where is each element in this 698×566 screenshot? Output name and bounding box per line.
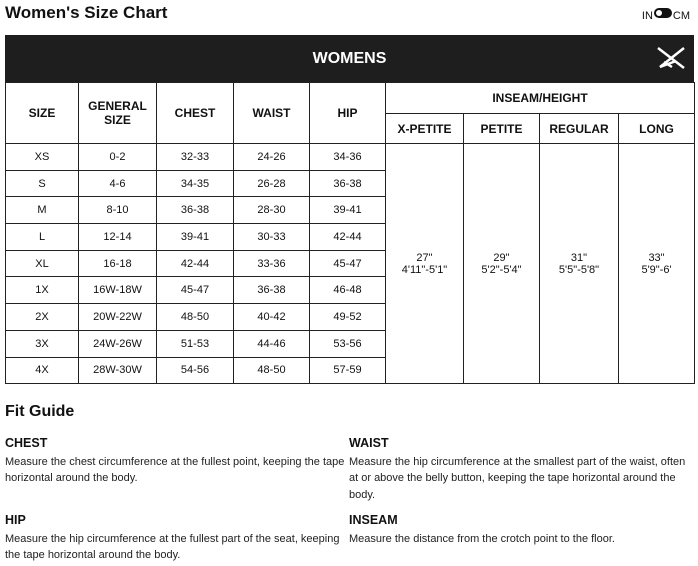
cell-waist: 28-30 xyxy=(233,196,310,225)
fit-inseam-text: Measure the distance from the crotch poi… xyxy=(349,532,615,545)
cell-hip: 57-59 xyxy=(309,356,386,385)
cell-chest: 54-56 xyxy=(156,356,234,385)
cell-waist: 40-42 xyxy=(233,303,310,331)
unit-toggle[interactable]: IN CM xyxy=(642,8,690,22)
fit-waist-label: WAIST xyxy=(349,436,389,450)
table-row: L 12-14 39-41 30-33 42-44 xyxy=(5,223,695,251)
cell-inseam-height: 29" 5'2"-5'4" xyxy=(463,142,540,385)
fit-guide-title: Fit Guide xyxy=(5,403,75,420)
cell-size: 2X xyxy=(5,303,79,331)
cell-size: XS xyxy=(5,143,79,171)
cell-size: XL xyxy=(5,249,79,278)
cell-general-size: 20W-22W xyxy=(78,303,157,331)
cell-waist: 24-26 xyxy=(233,143,310,171)
size-table: SIZE GENERAL SIZE CHEST WAIST HIP INSEAM… xyxy=(5,82,696,385)
banner-title: WOMENS xyxy=(312,49,387,67)
table-row: XS 0-2 32-33 24-26 34-36 27" 4'11"-5'1" 29" 5'2"… xyxy=(5,142,696,385)
cell-size: S xyxy=(5,169,79,198)
cell-general-size: 24W-26W xyxy=(78,329,157,358)
cell-waist: 44-46 xyxy=(233,329,310,358)
cell-hip: 53-56 xyxy=(309,329,386,358)
header-petite: PETITE xyxy=(463,113,540,144)
cell-size: 1X xyxy=(5,276,79,305)
header-hip: HIP xyxy=(309,82,386,144)
header-inseam-height: INSEAM/HEIGHT xyxy=(384,82,696,114)
cell-hip: 46-48 xyxy=(309,276,386,305)
cell-hip: 42-44 xyxy=(309,223,386,251)
cell-chest: 39-41 xyxy=(156,223,234,251)
height-range: 5'5"-5'8" xyxy=(558,263,600,276)
cell-size: L xyxy=(5,223,79,251)
table-row: 4X 28W-30W 54-56 48-50 57-59 xyxy=(5,356,695,385)
fit-hip-text: Measure the hip circumference at the ful… xyxy=(5,532,340,562)
cell-general-size: 0-2 xyxy=(78,143,157,171)
cell-waist: 33-36 xyxy=(233,249,310,278)
cell-waist: 26-28 xyxy=(233,169,310,198)
height-range: 5'2"-5'4" xyxy=(481,263,522,276)
cell-general-size: 28W-30W xyxy=(78,356,157,385)
unit-in-label: IN xyxy=(641,10,653,22)
height-range: 5'9"-6' xyxy=(641,263,672,276)
fit-inseam: INSEAM Measure the distance from the crot… xyxy=(349,512,689,547)
cell-waist: 48-50 xyxy=(233,356,310,385)
fit-chest-label: CHEST xyxy=(5,436,48,450)
cell-general-size: 16-18 xyxy=(78,249,157,278)
cell-size: 3X xyxy=(5,329,79,358)
table-row: M 8-10 36-38 28-30 39-41 xyxy=(5,196,695,225)
fit-waist-text: Measure the hip circumference at the sma… xyxy=(349,455,686,501)
cell-chest: 45-47 xyxy=(156,276,234,305)
cell-chest: 51-53 xyxy=(156,329,234,358)
fit-inseam-label: INSEAM xyxy=(349,513,398,527)
table-banner: WOMENS xyxy=(5,35,694,82)
inseam-value: 31" xyxy=(570,251,588,264)
cell-chest: 48-50 xyxy=(156,303,234,331)
inseam-value: 27" xyxy=(416,251,433,264)
cell-hip: 34-36 xyxy=(309,143,386,171)
fit-chest-text: Measure the chest circumference at the f… xyxy=(5,455,345,485)
cell-chest: 34-35 xyxy=(156,169,234,198)
cell-inseam-height: 33" 5'9"-6' xyxy=(617,142,696,385)
cell-general-size: 8-10 xyxy=(78,196,157,225)
header-waist: WAIST xyxy=(233,82,310,144)
cell-chest: 42-44 xyxy=(156,249,234,278)
cell-inseam-height: 31" 5'5"-5'8" xyxy=(539,142,619,385)
unit-cm-label: CM xyxy=(672,10,690,22)
table-row: XL 16-18 42-44 33-36 45-47 xyxy=(5,249,695,278)
cell-size: M xyxy=(5,196,79,225)
fit-hip: HIP Measure the hip circumference at the … xyxy=(5,512,345,564)
header-general-size: GENERAL SIZE xyxy=(78,82,157,144)
cell-size: 4X xyxy=(5,356,79,385)
cell-hip: 39-41 xyxy=(309,196,386,225)
toggle-switch[interactable] xyxy=(653,8,672,18)
header-x-petite: X-PETITE xyxy=(385,113,464,144)
header-size: SIZE xyxy=(5,82,79,144)
cell-chest: 32-33 xyxy=(156,143,234,171)
cell-general-size: 16W-18W xyxy=(78,276,157,305)
cell-waist: 30-33 xyxy=(233,223,310,251)
cell-chest: 36-38 xyxy=(156,196,234,225)
header-long: LONG xyxy=(617,113,696,144)
cell-inseam-height: 27" 4'11"-5'1" xyxy=(385,142,464,385)
cell-hip: 49-52 xyxy=(309,303,386,331)
cell-general-size: 12-14 xyxy=(78,223,157,251)
height-range: 4'11"-5'1" xyxy=(401,263,448,276)
inseam-value: 29" xyxy=(493,251,510,264)
cell-waist: 36-38 xyxy=(233,276,310,305)
cell-hip: 45-47 xyxy=(309,249,386,278)
inseam-value: 33" xyxy=(648,251,665,264)
cell-general-size: 4-6 xyxy=(78,169,157,198)
header-regular: REGULAR xyxy=(539,113,619,144)
fit-chest: CHEST Measure the chest circumference at … xyxy=(5,435,345,487)
page-title: Women's Size Chart xyxy=(5,3,168,22)
header-chest: CHEST xyxy=(156,82,234,144)
table-row: 3X 24W-26W 51-53 44-46 53-56 xyxy=(5,329,695,358)
cell-hip: 36-38 xyxy=(309,169,386,198)
fit-hip-label: HIP xyxy=(5,513,26,527)
brand-logo-icon xyxy=(657,47,685,69)
fit-waist: WAIST Measure the hip circumference at th… xyxy=(349,435,689,503)
